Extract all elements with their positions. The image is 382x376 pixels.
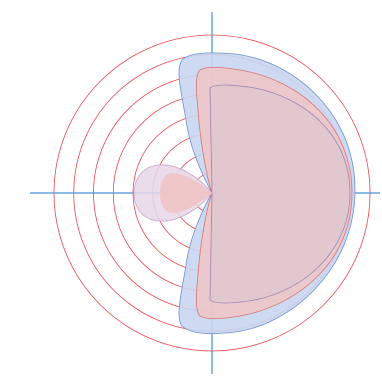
inner-purple-lobe [209,84,351,304]
left-small-pink-lobe [160,173,212,213]
